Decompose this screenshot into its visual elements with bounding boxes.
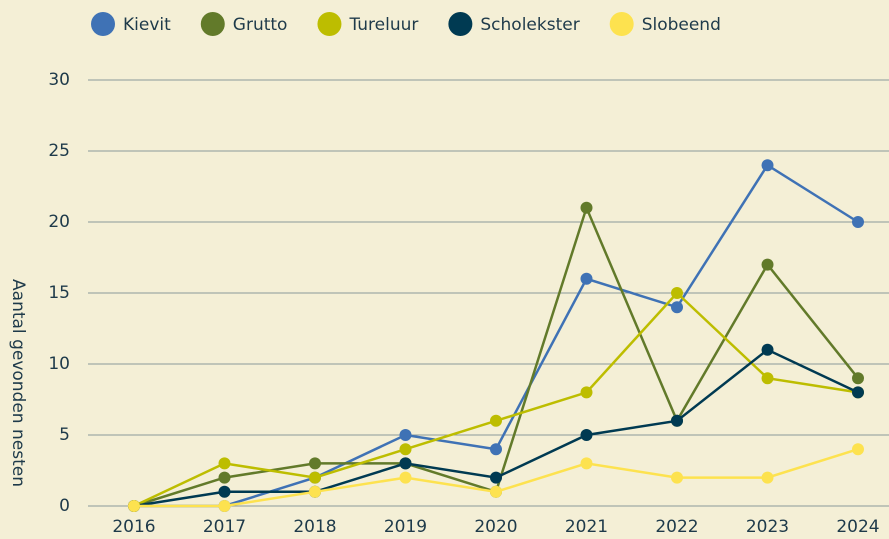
data-point xyxy=(218,471,231,484)
x-tick-label: 2020 xyxy=(474,517,517,537)
data-point xyxy=(218,485,231,498)
legend-marker xyxy=(448,12,473,36)
data-point xyxy=(309,457,321,470)
x-tick-label: 2019 xyxy=(384,517,427,537)
legend-label: Tureluur xyxy=(348,15,418,35)
x-tick-label: 2017 xyxy=(203,517,246,537)
data-point xyxy=(309,471,321,484)
data-point xyxy=(761,159,774,172)
data-point xyxy=(490,443,502,456)
legend-label: Grutto xyxy=(233,15,288,35)
data-point xyxy=(399,457,412,470)
data-point xyxy=(399,443,412,456)
data-point xyxy=(580,386,593,399)
y-tick-label: 5 xyxy=(59,425,70,445)
data-point xyxy=(309,485,321,498)
legend-marker xyxy=(200,12,225,36)
y-axis-label: Aantal gevonden nesten xyxy=(8,279,28,487)
y-tick-label: 25 xyxy=(48,141,70,161)
data-point xyxy=(671,471,683,484)
data-point xyxy=(128,500,140,512)
legend-marker xyxy=(609,12,634,36)
data-point xyxy=(399,429,412,441)
data-point xyxy=(761,372,774,385)
data-point xyxy=(218,500,231,512)
data-point xyxy=(490,471,502,484)
y-tick-label: 20 xyxy=(48,212,70,232)
y-tick-label: 30 xyxy=(48,70,70,90)
data-point xyxy=(671,414,683,427)
x-tick-label: 2016 xyxy=(112,517,155,537)
data-point xyxy=(580,457,593,470)
data-point xyxy=(852,216,864,228)
data-point xyxy=(852,386,864,399)
data-point xyxy=(490,485,502,498)
x-tick-label: 2023 xyxy=(746,517,789,537)
legend-marker xyxy=(91,12,115,36)
y-tick-label: 0 xyxy=(59,496,70,516)
x-tick-label: 2024 xyxy=(836,517,879,537)
x-tick-label: 2018 xyxy=(293,517,336,537)
data-point xyxy=(218,457,231,470)
data-point xyxy=(671,287,683,299)
data-point xyxy=(580,429,593,441)
data-point xyxy=(399,471,412,484)
data-point xyxy=(580,272,593,285)
y-tick-label: 10 xyxy=(48,354,70,374)
data-point xyxy=(852,443,864,456)
x-tick-label: 2021 xyxy=(565,517,608,537)
legend-marker xyxy=(317,12,342,36)
data-point xyxy=(580,201,593,214)
legend-label: Kievit xyxy=(123,15,171,35)
data-point xyxy=(761,258,774,271)
data-point xyxy=(671,301,683,314)
legend-label: Slobeend xyxy=(642,15,721,35)
data-point xyxy=(761,471,774,484)
data-point xyxy=(852,372,864,385)
x-tick-label: 2022 xyxy=(655,517,698,537)
data-point xyxy=(490,414,502,427)
legend-label: Scholekster xyxy=(480,15,579,35)
y-tick-label: 15 xyxy=(48,283,70,303)
data-point xyxy=(761,343,774,356)
